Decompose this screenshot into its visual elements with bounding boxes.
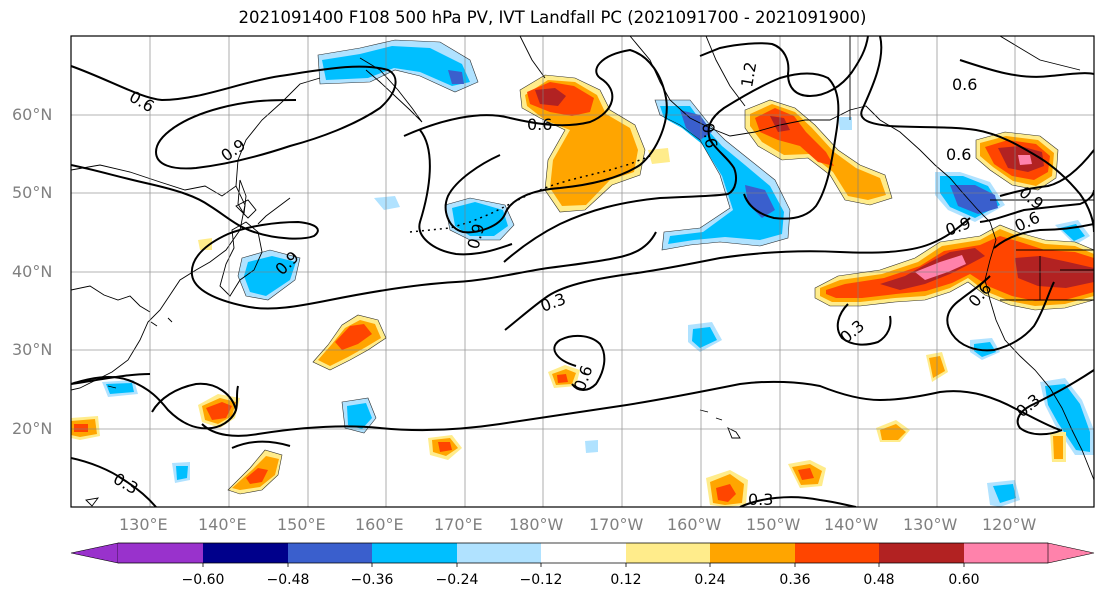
colorbar-tick-label: −0.24 — [435, 572, 479, 588]
colorbar-tick-label: −0.48 — [266, 572, 310, 588]
colorbar-swatch — [964, 543, 1048, 563]
colorbar-swatch — [118, 543, 203, 563]
colorbar-tick-label: −0.36 — [350, 572, 394, 588]
colorbar-extend-high — [1047, 542, 1095, 564]
map-area: 0.6 0.9 0.6 0.6 1.2 0.6 0.6 0.9 0.9 0.9 … — [71, 36, 1094, 509]
lat-label: 30°N — [12, 340, 53, 359]
colorbar-tick-label: −0.12 — [519, 572, 563, 588]
lon-label: 120°W — [982, 515, 1037, 534]
colorbar-tick-label: 0.12 — [610, 572, 642, 588]
lat-label: 20°N — [12, 419, 53, 438]
colorbar-swatch — [795, 543, 879, 563]
pv-contours — [71, 36, 1094, 507]
map-frame — [70, 35, 1095, 508]
lon-label: 160°E — [355, 515, 404, 534]
colorbar-tick-label: 0.36 — [779, 572, 811, 588]
colorbar-extend-low — [70, 542, 119, 564]
lat-label: 50°N — [12, 183, 53, 202]
contour-label: 0.3 — [748, 490, 773, 509]
contour-label: 0.6 — [952, 75, 977, 94]
lon-label: 180°W — [509, 515, 564, 534]
lon-label: 130°E — [119, 515, 168, 534]
colorbar-swatch — [457, 543, 541, 563]
colorbar-swatch — [541, 543, 626, 563]
colorbar-tick-label: 0.24 — [694, 572, 726, 588]
lon-label: 130°W — [903, 515, 958, 534]
colorbar-swatch — [288, 543, 372, 563]
lon-label: 150°W — [746, 515, 801, 534]
colorbar-swatch — [626, 543, 710, 563]
contour-label: 0.6 — [527, 115, 552, 134]
colorbar-swatch — [710, 543, 795, 563]
positive-shading-extreme — [915, 155, 1032, 280]
contour-label: 0.6 — [946, 145, 971, 164]
lon-label: 170°E — [434, 515, 483, 534]
colorbar-swatch — [203, 543, 288, 563]
lon-label: 140°E — [198, 515, 247, 534]
colorbar-tick-label: 0.60 — [948, 572, 980, 588]
lon-label: 160°W — [667, 515, 722, 534]
lon-label: 170°W — [589, 515, 644, 534]
shading-outlines — [227, 39, 1094, 495]
contour-label: 1.2 — [737, 60, 760, 88]
lon-label: 140°W — [824, 515, 879, 534]
colorbar-tick-label: −0.60 — [181, 572, 225, 588]
colorbar — [70, 542, 1095, 567]
chart-title: 2021091400 F108 500 hPa PV, IVT Landfall… — [238, 8, 867, 27]
lon-label: 150°E — [277, 515, 326, 534]
colorbar-tick-label: 0.48 — [863, 572, 895, 588]
colorbar-swatch — [372, 543, 457, 563]
lat-label: 40°N — [12, 262, 53, 281]
contour-label: 0.6 — [698, 121, 721, 149]
colorbar-swatch — [879, 543, 964, 563]
lat-label: 60°N — [12, 105, 53, 124]
